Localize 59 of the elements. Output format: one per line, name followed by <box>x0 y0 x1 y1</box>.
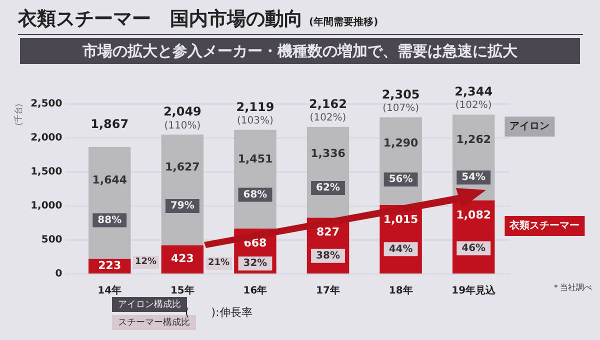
data-label: 1,644 <box>92 173 128 186</box>
annotation: 12% <box>133 256 159 269</box>
text: アイロン構成比 <box>118 300 181 310</box>
series-label: アイロン <box>510 121 550 132</box>
chart-title: 衣類スチーマー 国内市場の動向 <box>18 8 303 30</box>
y-tick-label: 2,000 <box>30 132 62 144</box>
x-tick-label: 16年 <box>243 284 268 297</box>
data-label: 1,262 <box>456 133 491 146</box>
bar <box>88 147 131 259</box>
annotation: 46% <box>462 242 486 254</box>
y-tick-label: 500 <box>41 234 62 246</box>
annotation: 79% <box>170 200 194 212</box>
data-label: 1,627 <box>165 160 200 174</box>
annotation: (102%) <box>310 112 346 124</box>
series-label: 衣類スチーマー <box>508 220 580 232</box>
annotation: 88% <box>98 214 122 226</box>
text: (年間需要推移) <box>309 17 378 28</box>
total-label: 1,867 <box>90 117 129 132</box>
annotation: 38% <box>316 250 340 262</box>
x-tick-label: 17年 <box>316 284 340 297</box>
data-label: 223 <box>98 259 122 272</box>
data-label: 1,015 <box>383 212 418 226</box>
y-tick-label: 2,500 <box>30 98 62 110</box>
bar <box>234 130 276 229</box>
chart-subtitle: 市場の拡大と参入メーカー・機種数の増加で、需要は急速に拡大 <box>20 38 580 64</box>
annotation: 68% <box>243 189 268 200</box>
text: スチーマー構成比 <box>112 315 196 330</box>
annotation: 54% <box>462 172 486 184</box>
annotation: 44% <box>388 244 413 255</box>
x-tick-label: 14年 <box>98 284 122 297</box>
total-label: 2,119 <box>236 100 274 114</box>
annotation: (102%) <box>455 100 492 112</box>
x-tick-label: 19年見込 <box>452 284 497 297</box>
y-tick-label: 1,500 <box>30 166 62 178</box>
data-label: 1,451 <box>238 152 273 166</box>
data-label: 423 <box>170 252 194 266</box>
annotation: 56% <box>388 174 413 186</box>
total-label: 2,344 <box>454 84 493 99</box>
annotation: (110%) <box>164 120 201 132</box>
y-tick-label: 1,000 <box>30 200 62 212</box>
annotation: 32% <box>243 258 268 270</box>
total-label: 2,305 <box>382 87 420 102</box>
data-label: 1,082 <box>456 208 491 222</box>
data-label: 827 <box>316 226 340 239</box>
y-tick-label: 0 <box>55 268 62 280</box>
data-label: 1,336 <box>310 147 346 160</box>
bar <box>161 134 204 246</box>
annotation: 21% <box>206 257 232 270</box>
y-axis-title: (千台) <box>14 104 24 126</box>
x-tick-label: 15年 <box>170 284 194 297</box>
total-label: 2,162 <box>309 97 347 112</box>
bar <box>161 245 204 274</box>
text: ＊当社調べ <box>552 282 592 293</box>
annotation: (107%) <box>382 102 420 114</box>
x-tick-label: 18年 <box>388 284 413 297</box>
annotation: 62% <box>316 182 340 194</box>
annotation: (103%) <box>237 116 274 126</box>
total-label: 2,049 <box>163 104 202 119</box>
data-label: 1,290 <box>383 136 419 150</box>
